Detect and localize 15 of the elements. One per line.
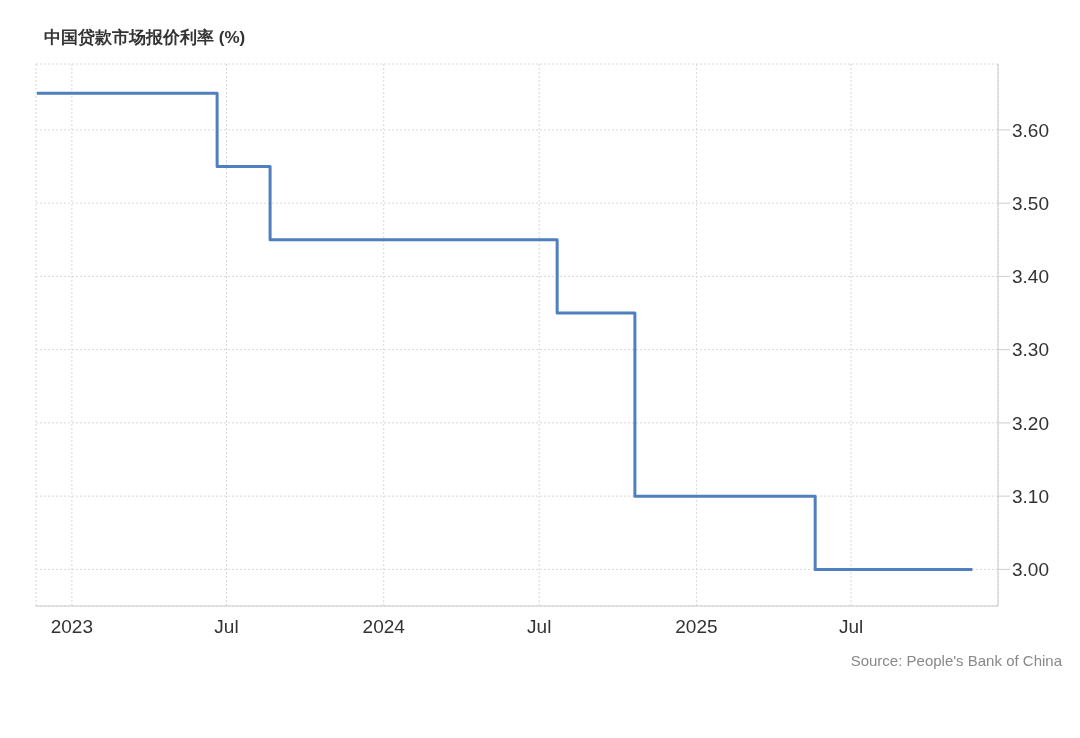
chart-title: 中国贷款市场报价利率 (%) <box>44 27 247 49</box>
x-tick-label: 2025 <box>675 616 718 638</box>
y-tick-label: 3.20 <box>1012 412 1049 434</box>
source-note: Source: People's Bank of China <box>849 652 1062 669</box>
y-tick-label: 3.40 <box>1012 266 1049 288</box>
y-tick-label: 3.10 <box>1012 485 1049 507</box>
y-tick-label: 3.00 <box>1012 559 1049 581</box>
x-tick-label: 2023 <box>50 616 94 638</box>
y-tick-label: 3.60 <box>1012 119 1049 141</box>
y-tick-label: 3.50 <box>1012 192 1049 214</box>
x-tick-label: Jul <box>527 616 552 638</box>
x-tick-label: 2024 <box>362 616 406 638</box>
x-tick-label: Jul <box>838 616 864 638</box>
x-tick-label: Jul <box>214 616 239 638</box>
y-tick-label: 3.30 <box>1012 339 1049 361</box>
